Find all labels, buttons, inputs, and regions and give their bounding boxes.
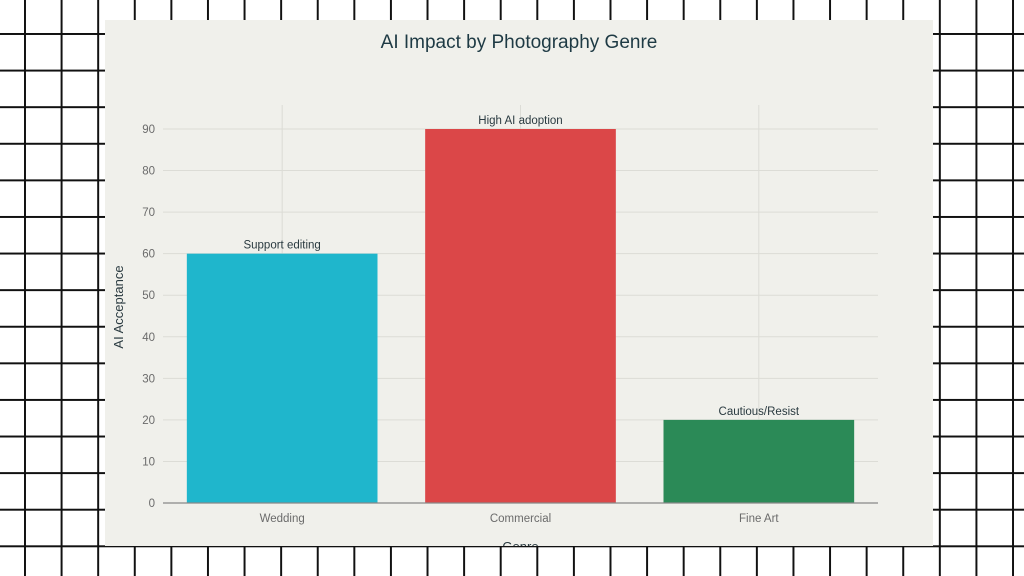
bar-annotation: High AI adoption [478, 115, 562, 127]
y-tick-label: 40 [142, 332, 155, 344]
chart-panel: AI Impact by Photography Genre 0 10 20 30 40… [105, 20, 933, 546]
bar-annotation: Support editing [243, 240, 320, 252]
y-tick-label: 90 [142, 124, 155, 136]
x-tick-label: Commercial [490, 513, 551, 525]
y-tick-label: 50 [142, 290, 155, 302]
y-tick-label: 30 [142, 373, 155, 385]
y-tick-label: 60 [142, 249, 155, 261]
bar-chart: 0 10 20 30 40 50 60 70 80 90 Support editing Weddin… [111, 105, 878, 546]
bar-wedding [186, 253, 378, 503]
y-tick-label: 0 [149, 498, 155, 510]
x-axis-label: Genre [502, 539, 538, 546]
y-tick-label: 20 [142, 415, 155, 427]
y-tick-label: 70 [142, 207, 155, 219]
x-tick-label: Wedding [260, 513, 305, 525]
bar-commercial [425, 129, 616, 503]
bar-annotation: Cautious/Resist [719, 406, 800, 418]
x-tick-label: Fine Art [739, 513, 779, 525]
bar-fine-art [663, 419, 855, 503]
y-tick-label: 80 [142, 166, 155, 178]
y-tick-label: 10 [142, 456, 155, 468]
y-axis-label: AI Acceptance [111, 265, 126, 348]
chart-title: AI Impact by Photography Genre [380, 32, 658, 53]
